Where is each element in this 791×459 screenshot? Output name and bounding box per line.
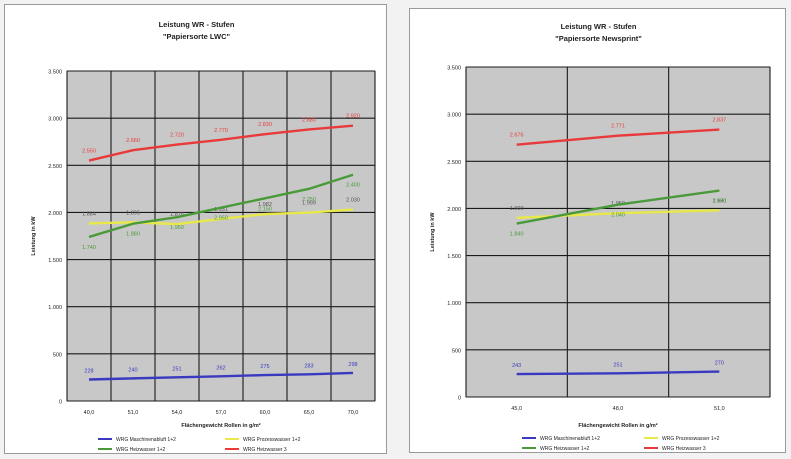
y-tick-label: 0 bbox=[59, 400, 62, 406]
data-label-s0: 262 bbox=[216, 365, 225, 371]
data-label-s0: 240 bbox=[128, 367, 137, 373]
data-label-s0: 251 bbox=[613, 362, 622, 368]
data-label-s2: 1.880 bbox=[126, 232, 140, 238]
legend-label-2: WRG Heizwasser 1+2 bbox=[116, 447, 166, 453]
y-tick-label: 500 bbox=[452, 348, 461, 354]
y-tick-label: 3.500 bbox=[447, 66, 461, 72]
data-label-s3: 2.770 bbox=[214, 128, 228, 134]
data-label-s2: 2.040 bbox=[611, 213, 625, 219]
legend-label-3: WRG Heizwasser 3 bbox=[662, 446, 706, 452]
data-label-s2: 1.840 bbox=[510, 232, 524, 238]
x-tick-label: 48,0 bbox=[613, 406, 624, 412]
x-tick-label: 40,0 bbox=[84, 410, 95, 416]
data-label-s3: 2.837 bbox=[712, 118, 726, 124]
series-line-0 bbox=[516, 370, 720, 376]
legend-label-0: WRG Maschinenabluft 1+2 bbox=[540, 436, 600, 442]
chart-subtitle: "Papiersorte Newsprint" bbox=[555, 34, 642, 43]
data-label-s1: 1.931 bbox=[214, 207, 228, 213]
data-label-s1: 1.999 bbox=[302, 201, 316, 207]
data-label-s3: 2.720 bbox=[170, 133, 184, 139]
data-label-s2: 2.250 bbox=[302, 197, 316, 203]
y-tick-label: 1.500 bbox=[48, 258, 62, 264]
data-label-s3: 2.771 bbox=[611, 124, 625, 130]
chart-title: Leistung WR - Stufen bbox=[159, 20, 235, 29]
data-label-s0: 275 bbox=[260, 364, 269, 370]
data-label-s3: 2.830 bbox=[258, 122, 272, 128]
y-tick-label: 3.500 bbox=[48, 70, 62, 76]
legend-label-0: WRG Maschinenabluft 1+2 bbox=[116, 437, 176, 443]
legend-label-3: WRG Heizwasser 3 bbox=[243, 447, 287, 453]
data-label-s3: 2.880 bbox=[302, 117, 316, 123]
y-tick-label: 1.000 bbox=[447, 301, 461, 307]
y-tick-label: 1.000 bbox=[48, 305, 62, 311]
series-line-2 bbox=[88, 173, 354, 239]
data-label-s2: 2.400 bbox=[346, 183, 360, 189]
data-label-s1: 1.876 bbox=[170, 212, 184, 218]
plot-area bbox=[66, 70, 376, 402]
y-tick-label: 2.000 bbox=[48, 211, 62, 217]
data-label-s0: 228 bbox=[84, 369, 93, 375]
series-line-1 bbox=[88, 208, 354, 226]
data-label-s1: 1.884 bbox=[82, 211, 96, 217]
y-tick-label: 2.000 bbox=[447, 207, 461, 213]
x-axis-label: Flächengewicht Rollen in g/m² bbox=[181, 422, 260, 429]
chart-panel-newsprint: Leistung WR - Stufen "Papiersorte Newspri… bbox=[409, 8, 786, 453]
series-line-0 bbox=[88, 371, 354, 381]
x-tick-label: 45,0 bbox=[511, 406, 522, 412]
x-tick-label: 60,0 bbox=[260, 410, 271, 416]
legend-label-1: WRG Prozesswasser 1+2 bbox=[243, 437, 301, 443]
data-label-s0: 251 bbox=[172, 366, 181, 372]
data-label-s0: 298 bbox=[348, 362, 357, 368]
y-tick-label: 0 bbox=[458, 396, 461, 402]
y-tick-label: 2.500 bbox=[447, 160, 461, 166]
x-axis-label: Flächengewicht Rollen in g/m² bbox=[578, 422, 657, 429]
data-label-s0: 270 bbox=[715, 361, 724, 367]
data-label-s1: 1.982 bbox=[258, 202, 272, 208]
data-label-s2: 2.190 bbox=[712, 199, 726, 205]
data-label-s3: 2.660 bbox=[126, 138, 140, 144]
legend-label-2: WRG Heizwasser 1+2 bbox=[540, 446, 590, 452]
x-tick-label: 70,0 bbox=[348, 410, 359, 416]
chart-title: Leistung WR - Stufen bbox=[561, 22, 637, 31]
y-axis-label: Leistung in kW bbox=[430, 212, 436, 252]
legend-label-1: WRG Prozesswasser 1+2 bbox=[662, 436, 720, 442]
y-tick-label: 3.000 bbox=[48, 117, 62, 123]
data-label-s2: 2.150 bbox=[258, 206, 272, 212]
data-label-s0: 283 bbox=[304, 363, 313, 369]
x-tick-label: 51,0 bbox=[714, 406, 725, 412]
data-label-s2: 1.740 bbox=[82, 245, 96, 251]
data-label-s0: 243 bbox=[512, 363, 521, 369]
x-tick-label: 51,0 bbox=[128, 410, 139, 416]
series-line-3 bbox=[88, 124, 354, 162]
x-tick-label: 54,0 bbox=[172, 410, 183, 416]
y-tick-label: 500 bbox=[53, 352, 62, 358]
y-axis-label: Leistung in kW bbox=[31, 216, 37, 256]
chart-lwc: Leistung WR - Stufen "Papiersorte LWC" 0 50… bbox=[31, 20, 376, 453]
chart-newsprint: Leistung WR - Stufen "Papiersorte Newspri… bbox=[430, 22, 771, 452]
y-tick-label: 3.000 bbox=[447, 113, 461, 119]
data-label-s1: 2.030 bbox=[346, 198, 360, 204]
data-label-s3: 2.676 bbox=[510, 133, 524, 139]
series-line-2 bbox=[516, 189, 720, 225]
x-tick-label: 65,0 bbox=[304, 410, 315, 416]
data-label-s1: 1.895 bbox=[126, 210, 140, 216]
data-label-s2: 2.050 bbox=[214, 216, 228, 222]
data-label-s1: 1.980 bbox=[712, 198, 726, 204]
plot-area bbox=[465, 66, 771, 398]
data-label-s3: 2.920 bbox=[346, 114, 360, 120]
y-tick-label: 2.500 bbox=[48, 164, 62, 170]
x-tick-label: 57,0 bbox=[216, 410, 227, 416]
chart-subtitle: "Papiersorte LWC" bbox=[163, 32, 231, 41]
data-label-s3: 2.550 bbox=[82, 149, 96, 155]
data-label-s2: 1.950 bbox=[170, 225, 184, 231]
data-label-s1: 1.900 bbox=[510, 206, 524, 212]
y-tick-label: 1.500 bbox=[447, 254, 461, 260]
chart-panel-lwc: Leistung WR - Stufen "Papiersorte LWC" 0 50… bbox=[4, 4, 387, 454]
series-line-3 bbox=[516, 128, 720, 146]
